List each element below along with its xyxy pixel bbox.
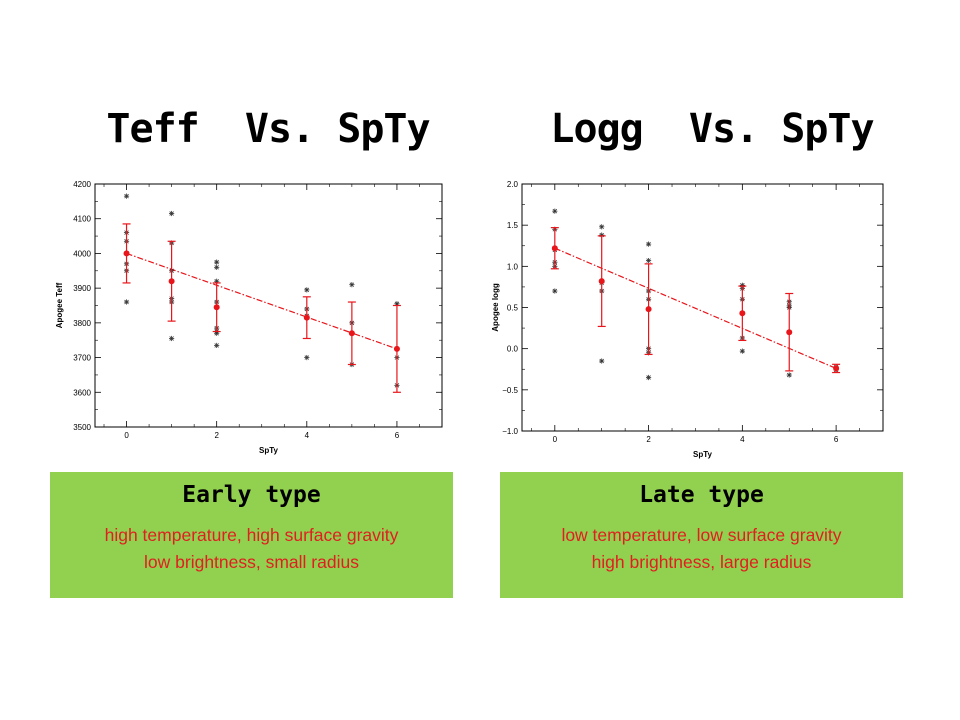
y-tick-label: 1.5 xyxy=(507,221,519,230)
y-tick-label: 3500 xyxy=(73,423,91,432)
scatter-point xyxy=(304,354,310,361)
x-tick-label: 6 xyxy=(834,435,839,444)
x-tick-label: 4 xyxy=(305,431,310,440)
y-tick-label: 3600 xyxy=(73,388,91,397)
logg-chart-svg: −1.0 −0.5 0.0 0.5 1.0 1.5 2.0 0 2 4 6 SpTy Apogee lo… xyxy=(491,180,884,459)
late-type-box: Late type low temperature, low surface g… xyxy=(500,472,903,598)
y-tick-label: 4200 xyxy=(73,180,91,189)
mean-point xyxy=(786,329,793,336)
x-tick-label: 6 xyxy=(395,431,400,440)
y-tick-label: 2.0 xyxy=(507,180,519,189)
mean-point xyxy=(213,304,220,311)
scatter-point xyxy=(552,208,558,214)
scatter-point xyxy=(123,299,130,305)
mean-point xyxy=(168,278,175,285)
y-axis-label: Apogee logg xyxy=(491,283,500,332)
teff-plot: 3500 3600 3700 3800 3900 4000 4100 4200 0 2 4 6 SpTy… xyxy=(50,172,450,464)
x-axis-label: SpTy xyxy=(693,450,713,459)
mean-point xyxy=(551,245,558,252)
logg-plot: −1.0 −0.5 0.0 0.5 1.0 1.5 2.0 0 2 4 6 SpTy Apogee lo… xyxy=(490,172,890,464)
x-axis-label: SpTy xyxy=(259,446,279,455)
scatter-point xyxy=(645,374,652,381)
mean-point xyxy=(123,250,130,257)
y-tick-label: 1.0 xyxy=(507,262,519,271)
mean-point xyxy=(393,345,400,352)
y-tick-label: 3800 xyxy=(73,319,91,328)
mean-point xyxy=(833,365,840,372)
y-axis-label: Apogee Teff xyxy=(55,282,64,328)
y-tick-label: −0.5 xyxy=(502,386,518,395)
x-tick-label: 2 xyxy=(646,435,651,444)
y-tick-label: 3700 xyxy=(73,354,91,363)
teff-chart-svg: 3500 3600 3700 3800 3900 4000 4100 4200 0 2 4 6 SpTy… xyxy=(55,180,443,455)
early-type-line-1: high temperature, high surface gravity xyxy=(104,525,399,545)
y-tick-label: 3900 xyxy=(73,284,91,293)
y-tick-label: 4100 xyxy=(73,215,91,224)
chart-title-logg: Logg Vs. SpTy xyxy=(550,106,874,152)
scatter-point xyxy=(214,259,220,265)
scatter-point xyxy=(599,224,605,230)
scatter-point xyxy=(349,282,355,288)
early-type-box: Early type high temperature, high surfac… xyxy=(50,472,453,598)
early-type-heading: Early type xyxy=(182,482,321,508)
scatter-point xyxy=(169,335,175,342)
scatter-point xyxy=(552,288,558,294)
fit-line xyxy=(554,247,837,369)
scatter-point xyxy=(214,342,220,349)
mean-point xyxy=(645,306,652,313)
plot-frame xyxy=(94,183,443,428)
scatter-point xyxy=(645,257,652,264)
x-tick-label: 4 xyxy=(740,435,745,444)
scatter-point xyxy=(739,348,745,354)
y-tick-label: −1.0 xyxy=(502,427,518,436)
y-tick-label: 0.0 xyxy=(507,345,519,354)
mean-point xyxy=(598,278,605,285)
scatter-point xyxy=(169,210,175,217)
x-tick-label: 0 xyxy=(553,435,558,444)
mean-point xyxy=(739,310,746,317)
scatter-point xyxy=(214,264,220,270)
scatter-point xyxy=(599,358,605,364)
mean-point xyxy=(348,330,355,337)
y-tick-label: 4000 xyxy=(73,249,91,258)
scatter-point xyxy=(123,193,130,199)
late-type-line-2: high brightness, large radius xyxy=(591,552,812,572)
x-tick-label: 0 xyxy=(124,431,129,440)
late-type-line-1: low temperature, low surface gravity xyxy=(561,525,842,545)
scatter-point xyxy=(645,241,652,247)
x-tick-label: 2 xyxy=(214,431,219,440)
y-tick-label: 0.5 xyxy=(507,304,519,313)
plot-frame xyxy=(521,183,884,432)
chart-title-teff: Teff Vs. SpTy xyxy=(106,106,430,152)
mean-point xyxy=(303,314,310,321)
scatter-point xyxy=(304,287,310,293)
late-type-heading: Late type xyxy=(639,482,764,508)
early-type-line-2: low brightness, small radius xyxy=(144,552,359,572)
fit-line xyxy=(126,252,398,350)
scatter-point xyxy=(786,372,792,378)
